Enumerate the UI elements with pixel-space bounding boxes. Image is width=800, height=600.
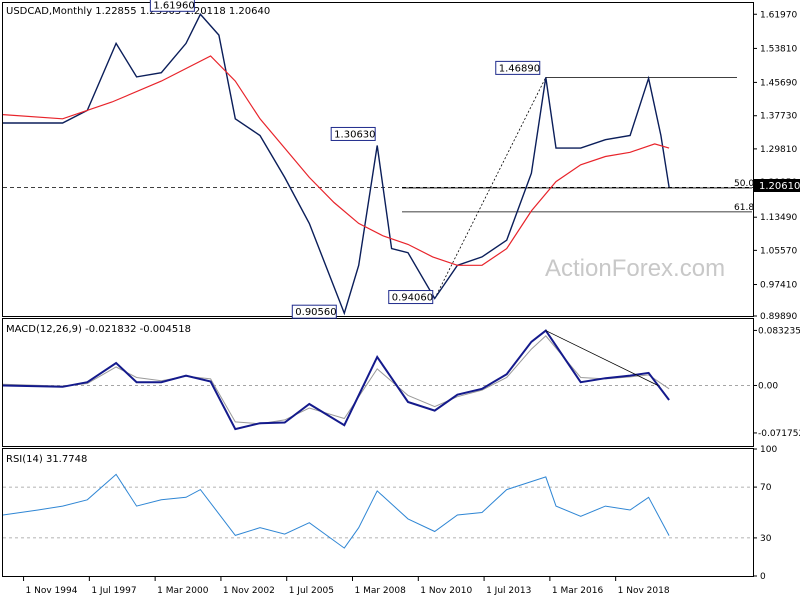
price-annotation: 0.94060	[388, 290, 434, 305]
price-line	[3, 13, 670, 316]
x-tick-label: 1 Jul 1997	[91, 586, 136, 596]
price-y-tick-label: 1.29810	[760, 145, 797, 155]
rsi-y-tick-label: 30	[760, 534, 772, 544]
macd-panel-frame	[2, 318, 754, 447]
price-panel-title: USDCAD,Monthly 1.22855 1.23503 1.20118 1…	[6, 6, 270, 17]
price-panel-frame	[2, 2, 754, 317]
x-tick-label: 1 Nov 2018	[618, 586, 670, 596]
rsi-panel-frame	[2, 448, 754, 577]
x-tick-label: 1 Mar 2000	[157, 586, 209, 596]
annotation-box	[330, 126, 376, 141]
macd-y-axis: 0.083235 0.00 -0.071752	[753, 326, 800, 439]
current-price-tag: 1.20610	[754, 179, 800, 192]
price-y-tick-label: 1.53810	[760, 44, 797, 54]
moving-average-line	[2, 55, 670, 266]
macd-line	[2, 329, 670, 431]
x-tick-label: 1 Mar 2008	[355, 586, 407, 596]
trend-line	[434, 77, 547, 299]
annotation-label: 1.46890	[499, 63, 540, 74]
price-y-tick-label: 1.45690	[760, 78, 797, 88]
price-y-tick-label: 1.37730	[760, 112, 797, 122]
annotation-label: 1.30630	[334, 129, 375, 140]
price-annotation: 1.30630	[330, 126, 376, 141]
x-tick-label: 1 Nov 2010	[420, 586, 472, 596]
macd-y-tick-label: 0.00	[758, 381, 778, 391]
price-y-tick-label: 1.05570	[760, 246, 797, 256]
x-tick-label: 1 Jul 2005	[289, 586, 334, 596]
rsi-line	[2, 473, 670, 549]
macd-series	[2, 329, 753, 431]
price-y-tick-label: 0.97410	[760, 281, 797, 291]
annotation-label: 1.61960	[153, 0, 194, 11]
x-axis: 1 Nov 1994 1 Jul 1997 1 Mar 2000 1 Nov 2002…	[23, 577, 670, 596]
rsi-levels	[3, 486, 753, 539]
annotation-box	[388, 290, 434, 305]
annotation-box	[149, 0, 195, 12]
price-series	[2, 13, 670, 316]
price-y-tick-label: 1.13490	[760, 213, 797, 223]
price-annotation: 0.90560	[291, 304, 337, 319]
fib-level-label: 50.0	[734, 179, 754, 189]
x-tick-label: 1 Jul 2013	[486, 586, 531, 596]
rsi-series	[2, 473, 670, 549]
annotation-label: 0.90560	[295, 307, 336, 318]
fib-level-label: 61.8	[734, 203, 754, 213]
x-tick-label: 1 Mar 2016	[552, 586, 604, 596]
macd-y-tick-label: 0.083235	[758, 326, 800, 336]
macd-trend-line	[545, 330, 659, 386]
price-y-tick-label: 0.89890	[760, 312, 797, 322]
price-annotation: 1.61960	[149, 0, 195, 12]
annotation-box	[291, 304, 337, 319]
rsi-panel-title: RSI(14) 31.7748	[6, 454, 87, 465]
watermark: ActionForex.com	[545, 255, 725, 282]
macd-y-tick-label: -0.071752	[758, 429, 800, 439]
rsi-y-tick-label: 100	[760, 445, 777, 455]
macd-panel-title: MACD(12,26,9) -0.021832 -0.004518	[6, 324, 191, 335]
current-price-label: 1.20610	[759, 181, 800, 192]
x-tick-label: 1 Nov 2002	[223, 586, 275, 596]
price-annotations: 1.61960 0.90560 1.30630 0.94060 1.46890	[149, 0, 541, 319]
macd-signal-line	[2, 335, 670, 425]
rsi-y-tick-label: 70	[760, 483, 772, 493]
rsi-y-tick-label: 0	[760, 572, 766, 582]
rsi-y-axis: 100 70 30 0	[753, 445, 777, 582]
annotation-box	[495, 60, 541, 75]
price-levels: 50.0 61.8	[3, 76, 754, 299]
x-tick-label: 1 Nov 1994	[26, 586, 78, 596]
annotation-label: 0.94060	[392, 293, 433, 304]
price-y-tick-label: 1.61970	[760, 10, 797, 20]
price-annotation: 1.46890	[495, 60, 541, 75]
